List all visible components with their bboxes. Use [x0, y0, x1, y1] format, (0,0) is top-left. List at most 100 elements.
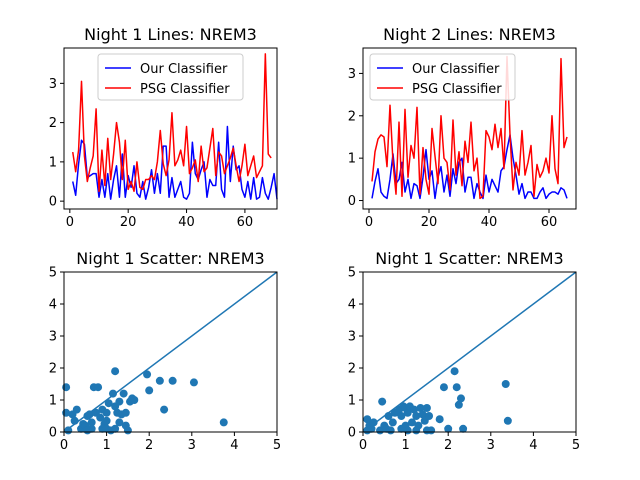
series-line [371, 55, 568, 200]
scatter-point [403, 408, 412, 417]
y-tick-label: 3 [348, 67, 356, 82]
legend-box [97, 53, 244, 101]
plot-area: 0 20 40 60 0 1 2 3 Our Classifier PSG Classifier [348, 47, 577, 230]
scatter-point [418, 410, 427, 419]
x-tick-label: 60 [541, 215, 558, 230]
x-tick-label: 20 [120, 215, 137, 230]
x-tick-label: 0 [359, 438, 367, 453]
y-tick-label: 0 [348, 194, 356, 209]
scatter-point [111, 424, 120, 433]
reference-line [63, 271, 278, 433]
subplot-night2-lines: Night 2 Lines: NREM3 0 20 40 60 0 1 2 3 Our Clas… [348, 25, 577, 230]
y-tick-label: 2 [348, 362, 356, 377]
y-tick-label: 3 [49, 330, 57, 345]
scatter-point [72, 405, 81, 414]
subplot-title: Night 1 Scatter: NREM3 [76, 249, 264, 268]
axes-frame [63, 47, 278, 210]
y-tick-label: 2 [348, 109, 356, 124]
axes-frame [362, 271, 577, 433]
scatter-point [119, 389, 128, 398]
plot-area: 0 20 40 60 0 1 2 3 Our Classifier PSG Classifier [49, 47, 278, 230]
legend-label: Our Classifier [140, 62, 228, 77]
scatter-point [62, 383, 71, 392]
legend-label: Our Classifier [412, 62, 500, 77]
x-tick-label: 4 [230, 438, 238, 453]
scatter-point [130, 396, 139, 404]
scatter-point [102, 408, 111, 417]
subplot-night1-scatter-2: Night 1 Scatter: NREM3 0 1 2 3 4 5 0 1 2 3 4 5 [348, 249, 580, 453]
scatter-point [85, 410, 94, 419]
scatter-point [454, 400, 463, 409]
scatter-point [403, 426, 412, 435]
x-tick-label: 2 [444, 438, 452, 453]
scatter-point [369, 418, 378, 427]
scatter-point [87, 418, 96, 427]
scatter-point [102, 416, 111, 425]
x-tick-label: 5 [572, 438, 580, 453]
y-tick-label: 1 [49, 155, 57, 170]
scatter-point [407, 418, 416, 427]
x-tick-label: 0 [66, 215, 74, 230]
scatter-point [412, 412, 421, 420]
scatter-point [70, 416, 79, 425]
legend-label: PSG Classifier [412, 82, 502, 97]
x-tick-label: 3 [487, 438, 495, 453]
legend: Our Classifier PSG Classifier [369, 53, 516, 101]
scatter-point [386, 426, 395, 435]
scatter-point [452, 383, 461, 392]
y-tick-label: 4 [49, 298, 57, 313]
reference-line [362, 271, 577, 433]
subplot-night1-lines: Night 1 Lines: NREM3 0 20 40 60 0 1 2 3 Our Clas… [49, 25, 278, 230]
scatter-point [388, 418, 397, 427]
scatter-point [83, 426, 92, 435]
scatter-point [115, 397, 124, 406]
y-tick-label: 1 [348, 394, 356, 409]
scatter-point [397, 412, 406, 420]
scatter-point [168, 376, 177, 385]
scatter-point [64, 426, 73, 435]
y-tick-label: 1 [49, 394, 57, 409]
scatter-point [425, 412, 434, 420]
scatter-point [501, 380, 510, 388]
scatter-point [189, 378, 198, 387]
scatter-point [115, 418, 124, 427]
y-tick-label: 2 [49, 116, 57, 131]
x-tick-label: 60 [237, 215, 254, 230]
x-tick-label: 5 [273, 438, 281, 453]
scatter-point [96, 413, 105, 422]
y-tick-label: 0 [348, 426, 356, 441]
subplot-title: Night 1 Lines: NREM3 [84, 25, 257, 44]
scatter-point [108, 389, 117, 398]
scatter-point [121, 408, 130, 417]
legend-box [369, 53, 516, 101]
y-tick-label: 4 [348, 298, 356, 313]
series-line [72, 125, 278, 200]
x-tick-label: 4 [529, 438, 537, 453]
scatter-point [143, 370, 152, 379]
scatter-point [435, 415, 444, 424]
scatter-point [503, 416, 512, 425]
scatter-point [363, 415, 372, 424]
plot-area: 0 1 2 3 4 5 0 1 2 3 4 5 [49, 266, 281, 454]
x-tick-label: 40 [481, 215, 498, 230]
x-tick-label: 0 [365, 215, 373, 230]
y-tick-label: 0 [49, 426, 57, 441]
x-tick-label: 2 [145, 438, 153, 453]
scatter-point [155, 376, 164, 385]
x-tick-label: 20 [421, 215, 438, 230]
series-line [72, 53, 272, 193]
scatter-point [450, 367, 459, 376]
scatter-point [111, 367, 120, 376]
scatter-point [367, 424, 376, 433]
axes-frame [63, 271, 278, 433]
x-tick-label: 3 [188, 438, 196, 453]
scatter-point [412, 426, 421, 435]
scatter-point [145, 386, 154, 395]
series-line [371, 134, 568, 200]
scatter-point [219, 418, 228, 427]
subplot-title: Night 2 Lines: NREM3 [383, 25, 556, 44]
scatter-point [427, 426, 436, 435]
x-tick-label: 40 [178, 215, 195, 230]
scatter-point [456, 394, 465, 403]
